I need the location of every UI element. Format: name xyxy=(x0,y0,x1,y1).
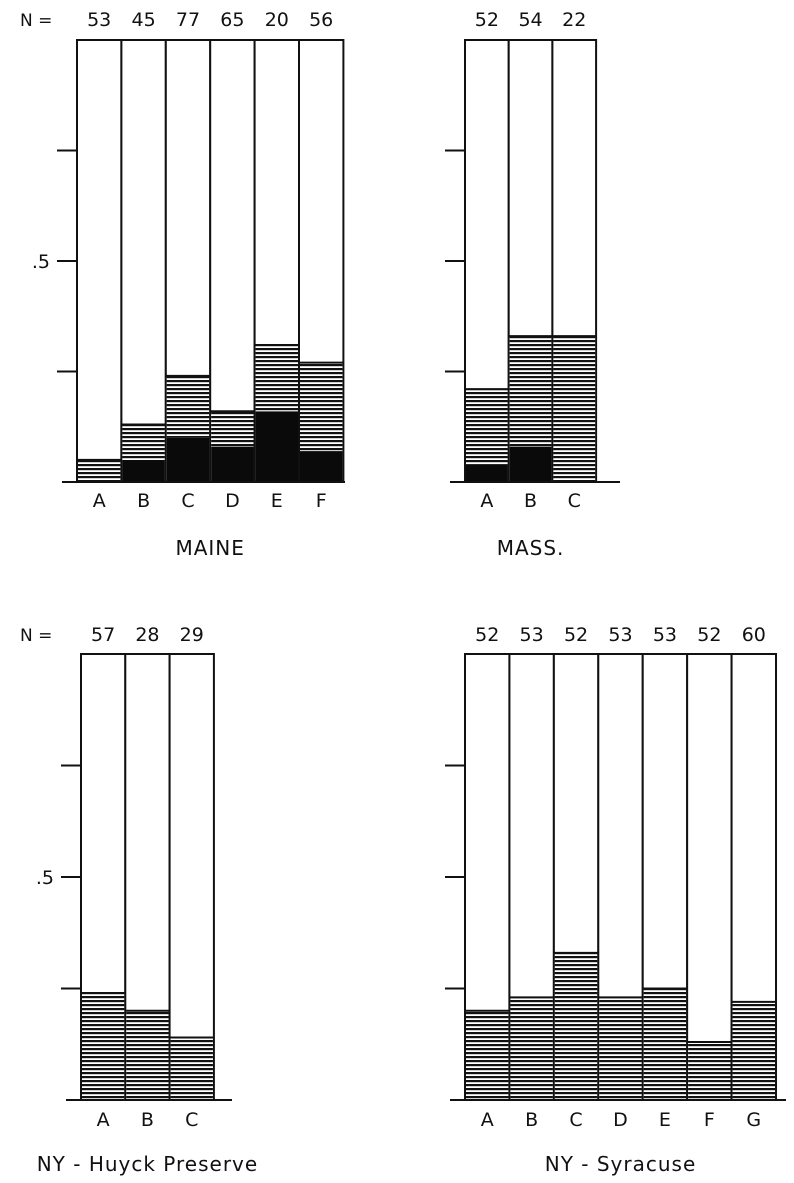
chart-title: MAINE xyxy=(175,536,244,560)
category-label: C xyxy=(569,1109,582,1131)
category-label: B xyxy=(137,490,150,512)
bar-segment-hatched xyxy=(170,1037,213,1100)
n-value-label: 52 xyxy=(475,624,499,646)
n-value-label: 53 xyxy=(653,624,677,646)
n-value-label: 53 xyxy=(608,624,632,646)
bar-segment-hatched xyxy=(300,362,343,452)
bar-frame xyxy=(686,653,733,1101)
n-value-label: 60 xyxy=(742,624,766,646)
n-value-label: 65 xyxy=(220,9,244,31)
bar-segment-hatched xyxy=(466,389,508,465)
category-label: A xyxy=(97,1109,110,1131)
category-label: E xyxy=(659,1109,671,1131)
n-value-label: 57 xyxy=(91,624,115,646)
category-label: B xyxy=(141,1109,154,1131)
category-label: C xyxy=(185,1109,198,1131)
bar-segment-hatched xyxy=(466,1010,509,1100)
n-value-label: 45 xyxy=(132,9,156,31)
bar-frame xyxy=(209,39,256,483)
n-value-label: 53 xyxy=(87,9,111,31)
bar-segment-hatched xyxy=(599,997,642,1100)
chart-panel-1: A 53 B 45 C 77 D 65 E 20 F 56 .5 N = MAINE xyxy=(20,9,345,560)
bar-segment-hatched xyxy=(554,952,598,1100)
category-label: A xyxy=(480,490,493,512)
bar-frame xyxy=(120,39,167,483)
category-label: B xyxy=(525,1109,538,1131)
n-value-label: 29 xyxy=(180,624,204,646)
n-value-label: 52 xyxy=(697,624,721,646)
bar-segment-hatched xyxy=(78,459,121,482)
category-label: B xyxy=(524,490,537,512)
n-prefix-label: N = xyxy=(20,11,52,31)
bar-segment-solid xyxy=(255,411,298,482)
n-value-label: 28 xyxy=(135,624,159,646)
category-label: C xyxy=(181,490,194,512)
bar-segment-solid xyxy=(509,446,552,482)
bar-segment-solid xyxy=(211,446,254,482)
bar-segment-hatched xyxy=(211,411,254,447)
category-label: D xyxy=(613,1109,628,1131)
bar-segment-hatched xyxy=(82,992,125,1100)
bar-segment-solid xyxy=(122,459,165,482)
n-value-label: 22 xyxy=(562,9,586,31)
n-value-label: 52 xyxy=(475,9,499,31)
n-prefix-label: N = xyxy=(20,626,52,646)
bar-segment-hatched xyxy=(509,336,552,447)
bar-segment-solid xyxy=(166,437,210,482)
chart-title: NY - Syracuse xyxy=(545,1152,697,1176)
n-value-label: 52 xyxy=(564,624,588,646)
bar-segment-hatched xyxy=(255,344,298,412)
n-value-label: 54 xyxy=(518,9,542,31)
y-tick-label: .5 xyxy=(36,867,54,889)
bar-segment-hatched xyxy=(732,1001,776,1100)
category-label: F xyxy=(704,1109,715,1131)
chart-panel-4: A 52 B 53 C 52 D 53 E 53 F 52 G 60 NY - Syracuse xyxy=(445,624,786,1176)
category-label: G xyxy=(746,1109,761,1131)
category-label: C xyxy=(568,490,581,512)
bar-segment-hatched xyxy=(166,375,210,438)
chart-title: MASS. xyxy=(497,536,565,560)
bar-frame xyxy=(168,653,215,1101)
chart-panel-2: A 52 B 54 C 22 MASS. xyxy=(445,9,620,560)
n-value-label: 53 xyxy=(520,624,544,646)
bar-segment-hatched xyxy=(510,997,553,1100)
category-label: F xyxy=(316,490,327,512)
n-value-label: 56 xyxy=(309,9,333,31)
chart-title: NY - Huyck Preserve xyxy=(37,1152,258,1176)
bar-segment-hatched xyxy=(688,1042,731,1100)
bar-frame xyxy=(76,39,123,483)
category-label: A xyxy=(93,490,106,512)
bar-segment-hatched xyxy=(126,1010,169,1100)
bar-segment-hatched xyxy=(643,988,687,1100)
bar-segment-solid xyxy=(466,464,508,482)
category-label: D xyxy=(225,490,240,512)
n-value-label: 20 xyxy=(265,9,289,31)
category-label: E xyxy=(271,490,283,512)
bar-segment-hatched xyxy=(553,336,596,482)
n-value-label: 77 xyxy=(176,9,200,31)
bar-segment-solid xyxy=(300,451,343,482)
chart-panel-3: A 57 B 28 C 29 .5 N = NY - Huyck Preserve xyxy=(20,624,258,1176)
bar-segment-hatched xyxy=(122,424,165,460)
y-tick-label: .5 xyxy=(32,251,50,273)
category-label: A xyxy=(481,1109,494,1131)
